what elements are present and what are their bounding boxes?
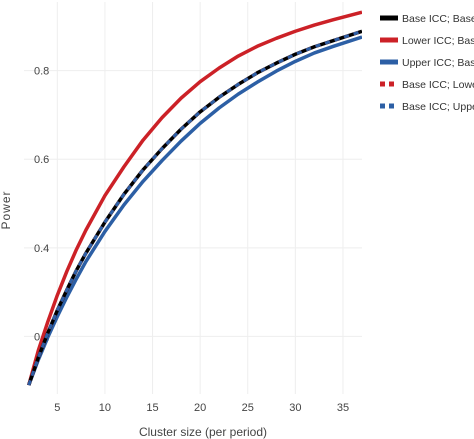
series-line-3 (27, 35, 362, 386)
gridlines (24, 2, 362, 394)
x-tick-label: 15 (146, 402, 158, 414)
x-tick-label: 35 (337, 402, 349, 414)
y-axis-title: Power (0, 190, 13, 229)
x-tick-label: 10 (99, 402, 111, 414)
y-tick-label: 0.4 (34, 243, 49, 255)
legend-entry-label: Base ICC; Lower CAC (402, 79, 474, 91)
series-lines (27, 10, 362, 386)
legend-entry-label: Base ICC; Base CAC (402, 13, 474, 25)
y-tick-label: 0.6 (34, 154, 49, 166)
legend: Base ICC; Base CAC Lower ICC; Base CAC Upp… (380, 13, 474, 113)
x-tick-label: 30 (289, 402, 301, 414)
x-tick-label: 25 (242, 402, 254, 414)
x-tick-label: 5 (54, 402, 60, 414)
y-tick-label: 0.8 (34, 66, 49, 78)
x-tick-labels: 5 10 15 20 25 30 35 (54, 402, 349, 414)
legend-entry-label: Lower ICC; Base CAC (402, 35, 474, 47)
x-axis-title: Cluster size (per period) (139, 425, 267, 439)
series-line-2 (27, 10, 362, 386)
x-tick-label: 20 (194, 402, 206, 414)
legend-entry-label: Upper ICC; Base CAC (402, 57, 474, 69)
legend-entry-label: Base ICC; Upper CAC (402, 101, 474, 113)
y-tick-labels: 0.20.40.60.8 (34, 66, 49, 344)
series-line-5 (27, 29, 362, 386)
